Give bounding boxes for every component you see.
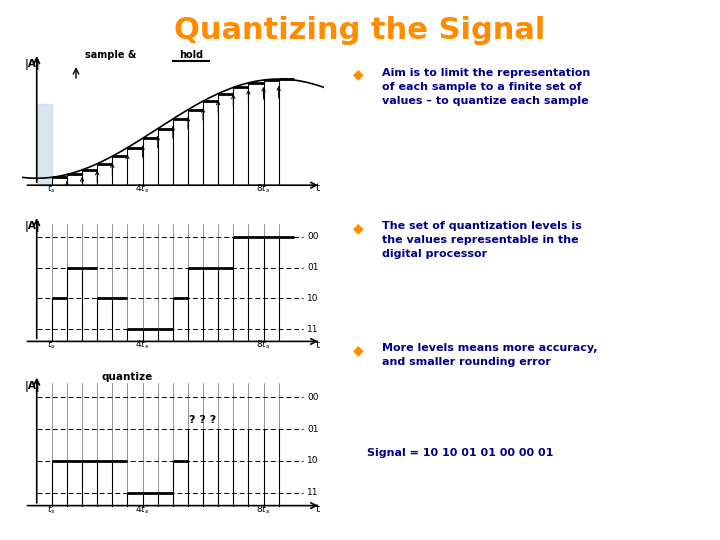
Text: t: t bbox=[315, 504, 320, 514]
Text: 00: 00 bbox=[307, 232, 319, 241]
Text: More levels means more accuracy,
and smaller rounding error: More levels means more accuracy, and sma… bbox=[382, 343, 597, 367]
Text: |A|: |A| bbox=[24, 59, 40, 70]
Text: 10: 10 bbox=[307, 294, 319, 303]
Text: $4t_s$: $4t_s$ bbox=[135, 182, 150, 194]
Text: Quantizing the Signal: Quantizing the Signal bbox=[174, 16, 546, 45]
Bar bbox=[37, 104, 52, 185]
Text: |A|: |A| bbox=[24, 221, 40, 233]
Text: ◆: ◆ bbox=[353, 68, 364, 82]
Text: $t_s$: $t_s$ bbox=[48, 339, 56, 351]
Text: 11: 11 bbox=[307, 488, 319, 497]
Text: 10: 10 bbox=[307, 456, 319, 465]
Text: $4t_s$: $4t_s$ bbox=[135, 503, 150, 516]
Text: The set of quantization levels is
the values representable in the
digital proces: The set of quantization levels is the va… bbox=[382, 221, 581, 259]
Text: t: t bbox=[315, 340, 320, 349]
Text: $8t_s$: $8t_s$ bbox=[256, 182, 271, 194]
Text: |A|: |A| bbox=[24, 381, 40, 392]
Text: t: t bbox=[315, 183, 320, 193]
Text: 11: 11 bbox=[307, 325, 319, 334]
Text: 01: 01 bbox=[307, 424, 319, 434]
Text: Signal = 10 10 01 01 00 00 01: Signal = 10 10 01 01 00 00 01 bbox=[367, 448, 554, 458]
Text: ◆: ◆ bbox=[353, 221, 364, 235]
Text: $t_s$: $t_s$ bbox=[48, 182, 56, 194]
Text: Aim is to limit the representation
of each sample to a finite set of
values – to: Aim is to limit the representation of ea… bbox=[382, 68, 590, 105]
Text: $8t_s$: $8t_s$ bbox=[256, 503, 271, 516]
Text: $t_s$: $t_s$ bbox=[48, 503, 56, 516]
Text: hold: hold bbox=[179, 50, 203, 60]
Text: $4t_s$: $4t_s$ bbox=[135, 339, 150, 351]
Text: $8t_s$: $8t_s$ bbox=[256, 339, 271, 351]
Text: ◆: ◆ bbox=[353, 343, 364, 357]
Text: 00: 00 bbox=[307, 393, 319, 402]
Text: 01: 01 bbox=[307, 263, 319, 272]
Text: sample &: sample & bbox=[85, 50, 137, 60]
Text: ? ? ?: ? ? ? bbox=[189, 415, 217, 424]
Text: quantize: quantize bbox=[102, 372, 153, 382]
